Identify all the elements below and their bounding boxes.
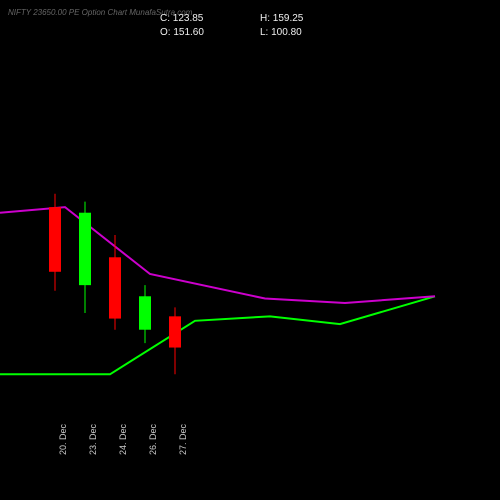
candle-body <box>79 213 91 285</box>
candle-body <box>109 257 121 318</box>
x-axis-labels: 20. Dec 23. Dec 24. Dec 26. Dec 27. Dec <box>0 410 500 460</box>
x-tick-label: 23. Dec <box>88 424 98 455</box>
upper-line <box>0 296 435 374</box>
candle-body <box>49 207 61 272</box>
candle-body <box>139 296 151 329</box>
x-tick-label: 20. Dec <box>58 424 68 455</box>
lower-line <box>0 207 435 303</box>
x-tick-label: 26. Dec <box>148 424 158 455</box>
x-tick-label: 24. Dec <box>118 424 128 455</box>
x-tick-label: 27. Dec <box>178 424 188 455</box>
candle-body <box>169 316 181 347</box>
